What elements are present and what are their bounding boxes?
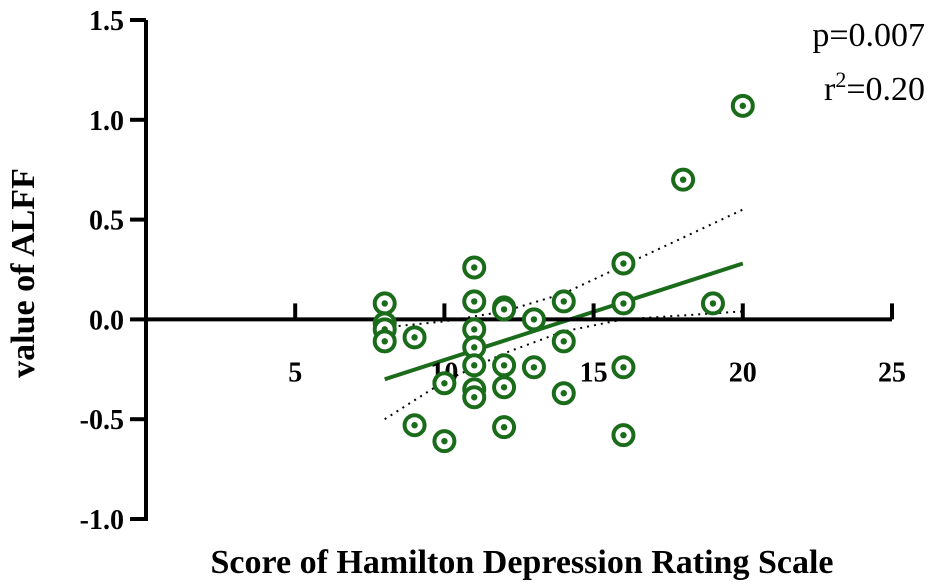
data-point [521, 307, 546, 332]
x-tick-label: 15 [580, 357, 608, 388]
x-axis-title: Score of Hamilton Depression Rating Scal… [211, 544, 834, 581]
data-point [432, 429, 457, 454]
y-axis-title: value of ALFF [5, 168, 42, 378]
x-tick-label: 20 [729, 357, 757, 388]
point-center [411, 334, 418, 341]
data-point [372, 329, 397, 354]
point-center [500, 423, 508, 431]
data-point [462, 353, 487, 378]
data-point [372, 291, 397, 316]
point-center [471, 298, 478, 305]
data-point [402, 325, 427, 350]
point-center [500, 384, 508, 391]
p-value-text: p=0.007 [812, 17, 925, 54]
y-tick-label: 0.0 [89, 305, 124, 336]
data-point [462, 255, 487, 280]
point-center [560, 390, 567, 397]
point-center [441, 437, 448, 445]
data-point [492, 415, 517, 440]
data-point [402, 413, 427, 438]
r-squared-value: =0.20 [846, 71, 925, 108]
point-center [620, 364, 627, 371]
x-tick-label: 25 [878, 357, 906, 388]
r-squared-exponent: 2 [835, 67, 846, 92]
data-point [671, 167, 696, 192]
point-center [471, 394, 478, 401]
x-axis-ticks: 510152025 [288, 303, 906, 388]
point-center [411, 421, 418, 429]
axes [144, 20, 892, 521]
point-center [739, 102, 746, 110]
point-center [381, 300, 388, 307]
y-tick-label: -1.0 [80, 505, 124, 536]
x-tick-label: 5 [288, 357, 302, 388]
point-center [471, 326, 478, 333]
data-point [551, 289, 576, 314]
data-point [492, 297, 517, 322]
data-point [730, 93, 755, 118]
point-center [381, 338, 388, 345]
data-points [372, 93, 755, 454]
y-tick-label: -0.5 [80, 405, 124, 436]
data-point [492, 375, 517, 400]
point-center [620, 300, 627, 307]
point-center [500, 306, 508, 313]
y-tick-label: 1.5 [89, 6, 124, 37]
point-center [709, 300, 717, 307]
r-squared-prefix: r [824, 71, 836, 108]
y-tick-label: 0.5 [89, 206, 124, 237]
data-point [462, 289, 487, 314]
point-center [441, 380, 448, 387]
y-axis-ticks: -1.0 -0.5 0.0 0.5 1.0 1.5 [80, 6, 146, 536]
y-tick-label: 1.0 [89, 106, 124, 137]
point-center [560, 338, 567, 345]
point-center [620, 260, 627, 267]
point-center [471, 264, 478, 271]
data-point [700, 291, 725, 316]
data-point [611, 291, 636, 316]
data-point [551, 381, 576, 406]
data-point [462, 385, 487, 410]
point-center [471, 362, 478, 369]
point-center [530, 364, 538, 371]
point-center [679, 176, 687, 183]
data-point [611, 423, 636, 448]
data-point [492, 353, 517, 378]
point-center [500, 362, 508, 369]
point-center [530, 316, 538, 323]
point-center [620, 431, 627, 439]
r-squared-text: r2=0.20 [824, 67, 925, 108]
data-point [521, 355, 546, 380]
point-center [471, 344, 478, 351]
point-center [560, 298, 567, 305]
data-point [611, 355, 636, 380]
data-point [611, 251, 636, 276]
data-point [432, 371, 457, 396]
data-point [551, 329, 576, 354]
